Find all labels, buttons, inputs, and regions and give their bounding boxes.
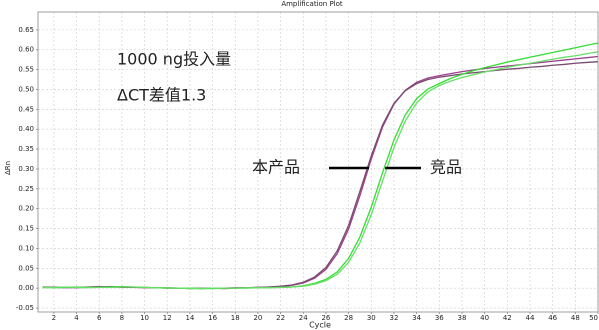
x-tick-label: 30 bbox=[367, 314, 376, 322]
x-tick-label: 14 bbox=[185, 314, 194, 322]
x-tick-label: 22 bbox=[276, 314, 285, 322]
grid bbox=[38, 12, 599, 312]
y-tick-label: 0.25 bbox=[18, 185, 34, 193]
plot bbox=[42, 42, 599, 290]
y-tick-label: 0.10 bbox=[18, 244, 34, 252]
x-tick-label: 44 bbox=[526, 314, 535, 322]
x-axis-label: Cycle bbox=[309, 321, 331, 330]
x-tick-label: 46 bbox=[548, 314, 557, 322]
y-axis-label: ΔRn bbox=[4, 161, 12, 175]
x-tick-label: 8 bbox=[120, 314, 124, 322]
annotation: ΔCT差值1.3 bbox=[117, 86, 206, 105]
x-tick-label: 28 bbox=[344, 314, 353, 322]
y-tick-label: 0.50 bbox=[18, 85, 34, 93]
x-tick-label: 18 bbox=[231, 314, 240, 322]
y-tick-label: -0.05 bbox=[16, 304, 34, 312]
y-tick-label: 0.65 bbox=[18, 26, 34, 34]
y-tick-label: 0.00 bbox=[18, 284, 34, 292]
annotation: 竞品 bbox=[430, 158, 462, 177]
data-line bbox=[42, 42, 599, 290]
x-tick-label: 38 bbox=[458, 314, 467, 322]
x-tick-label: 12 bbox=[163, 314, 172, 322]
y-tick-label: 0.60 bbox=[18, 46, 34, 54]
x-tick-label: 4 bbox=[74, 314, 79, 322]
x-tick-label: 50 bbox=[589, 314, 598, 322]
x-tick-label: 42 bbox=[503, 314, 512, 322]
y-tick-label: 0.05 bbox=[18, 264, 34, 272]
chart-title: Amplification Plot bbox=[281, 0, 343, 8]
x-tick-label: 10 bbox=[140, 314, 149, 322]
x-tick-label: 2 bbox=[52, 314, 56, 322]
x-tick-label: 32 bbox=[389, 314, 398, 322]
annotation: 1000 ng投入量 bbox=[117, 50, 231, 69]
y-tick-label: 0.55 bbox=[18, 66, 34, 74]
x-tick-label: 16 bbox=[208, 314, 217, 322]
x-tick-label: 48 bbox=[571, 314, 580, 322]
x-tick-label: 24 bbox=[299, 314, 308, 322]
plot-frame bbox=[37, 11, 599, 313]
y-tick-label: 0.45 bbox=[18, 105, 34, 113]
y-tick-label: 0.15 bbox=[18, 225, 34, 233]
x-tick-label: 40 bbox=[480, 314, 489, 322]
data-line bbox=[42, 51, 599, 290]
x-tick-label: 6 bbox=[97, 314, 102, 322]
x-tick-label: 34 bbox=[412, 314, 421, 322]
y-tick-label: 0.35 bbox=[18, 145, 34, 153]
x-tick-label: 26 bbox=[321, 314, 330, 322]
y-tick-label: 0.30 bbox=[18, 165, 34, 173]
annotation: 本产品 bbox=[252, 158, 300, 177]
y-tick-label: 0.40 bbox=[18, 125, 34, 133]
x-tick-label: 36 bbox=[435, 314, 444, 322]
y-tick-label: 0.20 bbox=[18, 205, 34, 213]
x-tick-label: 20 bbox=[253, 314, 262, 322]
